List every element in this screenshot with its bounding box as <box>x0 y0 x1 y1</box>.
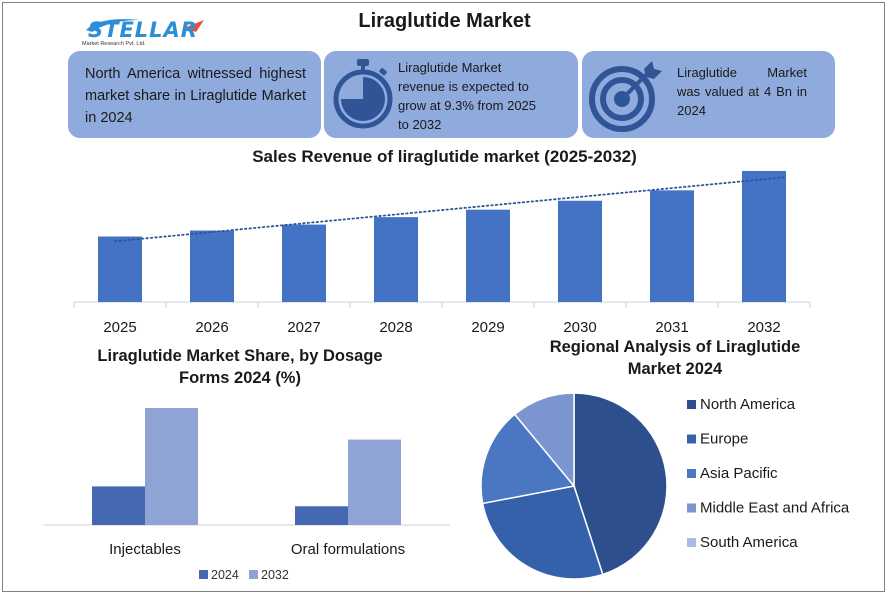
dosage-chart-title: Liraglutide Market Share, by Dosage Form… <box>97 347 383 387</box>
x-tick-label: 2030 <box>563 319 596 336</box>
legend-label: Middle East and Africa <box>700 500 850 517</box>
legend-label: North America <box>700 396 796 413</box>
x-tick-label: 2031 <box>655 319 688 336</box>
bar <box>650 190 694 302</box>
legend-swatch <box>687 434 696 444</box>
legend-swatch <box>199 570 208 579</box>
info-card-region: North America witnessed highest market s… <box>68 51 321 138</box>
bar <box>374 217 418 302</box>
bar <box>98 236 142 302</box>
stopwatch-icon <box>333 59 393 129</box>
logo-swoosh-icon <box>86 19 204 32</box>
logo: STELLAR Market Research Pvt. Ltd. <box>80 14 210 50</box>
x-tick-label: Oral formulations <box>291 541 405 558</box>
info-card-growth: Liraglutide Market revenue is expected t… <box>324 51 578 138</box>
x-tick-label: 2026 <box>195 319 228 336</box>
info-card-valuation: Liraglutide Market was valued at 4 Bn in… <box>582 51 835 138</box>
info-card-text: Liraglutide Market revenue is expected t… <box>398 60 537 132</box>
x-tick-label: 2028 <box>379 319 412 336</box>
revenue-chart-title: Sales Revenue of liraglutide market (202… <box>252 147 637 166</box>
bar <box>558 200 602 302</box>
legend-swatch <box>687 538 696 547</box>
trendline <box>114 176 785 243</box>
logo-subtext: Market Research Pvt. Ltd. <box>82 41 146 47</box>
x-tick-label: 2027 <box>287 319 320 336</box>
bar <box>282 224 326 302</box>
legend-swatch <box>687 400 696 409</box>
legend-label: 2032 <box>261 568 289 582</box>
pie-slice <box>480 413 576 505</box>
target-icon <box>589 61 662 132</box>
info-card-text: Liraglutide Market was valued at 4 Bn in… <box>677 65 807 118</box>
regional-pie-chart: North America Europe Asia Pacific Middle Ea… <box>480 392 850 580</box>
pie-slice <box>573 392 668 576</box>
bar <box>466 209 510 302</box>
x-tick-label: Injectables <box>109 541 181 558</box>
page-title: Liraglutide Market <box>358 10 531 32</box>
legend-label: South America <box>700 534 798 551</box>
bar <box>295 506 348 525</box>
legend-label: 2024 <box>211 568 239 582</box>
bar <box>92 486 145 525</box>
legend-label: Europe <box>700 431 748 448</box>
legend-swatch <box>687 503 696 513</box>
legend-label: Asia Pacific <box>700 465 778 482</box>
logo-text: STELLAR <box>88 18 198 42</box>
legend-swatch <box>249 570 258 579</box>
bar <box>190 230 234 302</box>
legend-swatch <box>687 469 696 478</box>
revenue-bar-chart: 2025 2026 2027 2028 2029 2030 2031 2032 <box>73 170 811 336</box>
x-tick-label: 2025 <box>103 319 136 336</box>
dosage-bar-chart: Injectables Oral formulations 2024 2032 <box>44 408 450 582</box>
info-card-text: North America witnessed highest market s… <box>85 66 306 126</box>
bar <box>348 439 401 525</box>
pie-slice <box>513 392 575 489</box>
x-tick-label: 2029 <box>471 319 504 336</box>
bar <box>742 170 786 302</box>
bar <box>145 408 198 525</box>
x-tick-label: 2032 <box>747 319 780 336</box>
regional-chart-title: Regional Analysis of Liraglutide Market … <box>549 338 801 378</box>
pie-slice <box>481 485 604 580</box>
